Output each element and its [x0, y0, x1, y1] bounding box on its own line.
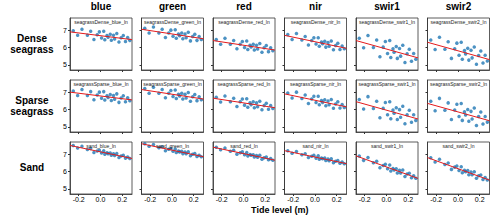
svg-text:seagrassSparse_green_ln: seagrassSparse_green_ln: [143, 81, 202, 87]
svg-text:-0.2: -0.2: [359, 196, 371, 203]
svg-text:7: 7: [63, 89, 67, 96]
svg-text:0.0: 0.0: [453, 196, 463, 203]
svg-text:green: green: [159, 1, 186, 12]
svg-text:5: 5: [63, 61, 67, 68]
svg-text:0.2: 0.2: [332, 196, 342, 203]
svg-text:seagrass: seagrass: [10, 106, 54, 117]
svg-text:seagrassSparse_blue_ln: seagrassSparse_blue_ln: [73, 81, 128, 87]
svg-text:Dense: Dense: [17, 33, 47, 44]
svg-text:seagrassDense_green_ln: seagrassDense_green_ln: [144, 19, 201, 25]
svg-text:-0.2: -0.2: [216, 196, 228, 203]
svg-text:5: 5: [63, 185, 67, 192]
svg-text:seagrassDense_swir1_ln: seagrassDense_swir1_ln: [359, 19, 415, 25]
svg-text:sand_green_ln: sand_green_ln: [156, 143, 189, 149]
svg-text:Tide level (m): Tide level (m): [251, 205, 308, 215]
svg-text:seagrassDense_nir_ln: seagrassDense_nir_ln: [291, 19, 341, 25]
svg-text:6: 6: [63, 106, 67, 113]
svg-text:0.2: 0.2: [403, 196, 413, 203]
svg-text:6: 6: [63, 44, 67, 51]
svg-text:Sand: Sand: [20, 162, 44, 173]
svg-text:5: 5: [63, 123, 67, 130]
svg-text:0.2: 0.2: [189, 196, 199, 203]
svg-text:swir1: swir1: [374, 1, 400, 12]
svg-text:sand_red_ln: sand_red_ln: [230, 143, 258, 149]
svg-text:0.2: 0.2: [117, 196, 127, 203]
svg-text:seagrassDense_red_ln: seagrassDense_red_ln: [218, 19, 270, 25]
svg-text:seagrassSparse_swir2_ln: seagrassSparse_swir2_ln: [430, 81, 487, 87]
svg-text:0.0: 0.0: [167, 196, 177, 203]
svg-text:sand_blue_ln: sand_blue_ln: [86, 143, 116, 149]
svg-text:seagrassSparse_swir1_ln: seagrassSparse_swir1_ln: [358, 81, 415, 87]
svg-text:-0.2: -0.2: [430, 196, 442, 203]
svg-text:-0.2: -0.2: [144, 196, 156, 203]
svg-text:seagrassDense_swir2_ln: seagrassDense_swir2_ln: [431, 19, 487, 25]
svg-text:seagrassSparse_red_ln: seagrassSparse_red_ln: [218, 81, 271, 87]
svg-text:swir2: swir2: [446, 1, 472, 12]
svg-text:seagrass: seagrass: [10, 44, 54, 55]
svg-text:6: 6: [63, 168, 67, 175]
svg-text:0.2: 0.2: [475, 196, 485, 203]
svg-text:7: 7: [63, 151, 67, 158]
svg-text:7: 7: [63, 27, 67, 34]
svg-text:blue: blue: [91, 1, 112, 12]
svg-text:sand_nir_ln: sand_nir_ln: [303, 143, 329, 149]
svg-text:red: red: [236, 1, 252, 12]
svg-text:0.0: 0.0: [382, 196, 392, 203]
svg-text:-0.2: -0.2: [73, 196, 85, 203]
svg-text:0.0: 0.0: [310, 196, 320, 203]
svg-text:seagrassDense_blue_ln: seagrassDense_blue_ln: [74, 19, 128, 25]
svg-text:nir: nir: [309, 1, 322, 12]
svg-text:sand_swir2_ln: sand_swir2_ln: [443, 143, 475, 149]
svg-text:seagrassSparse_nir_ln: seagrassSparse_nir_ln: [290, 81, 341, 87]
svg-text:sand_swir1_ln: sand_swir1_ln: [371, 143, 403, 149]
svg-text:-0.2: -0.2: [287, 196, 299, 203]
svg-text:0.2: 0.2: [260, 196, 270, 203]
svg-text:0.0: 0.0: [239, 196, 249, 203]
svg-text:Sparse: Sparse: [15, 95, 49, 106]
svg-text:0.0: 0.0: [96, 196, 106, 203]
